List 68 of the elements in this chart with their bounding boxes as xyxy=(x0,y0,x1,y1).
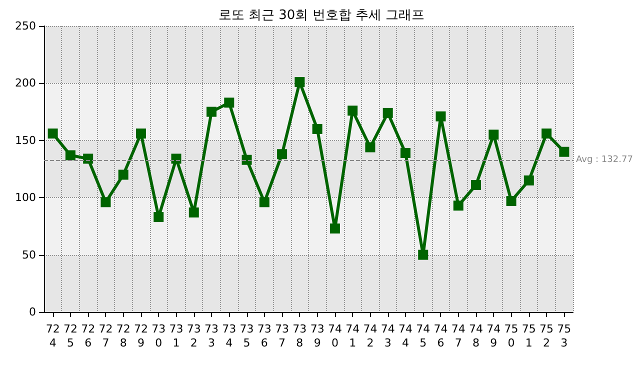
point xyxy=(453,200,464,211)
x-tick-label: 752 xyxy=(540,322,554,350)
x-tick-label: 746 xyxy=(434,322,448,350)
point xyxy=(259,197,270,208)
point xyxy=(206,106,217,117)
point xyxy=(559,146,570,157)
point xyxy=(171,154,182,164)
x-tick-label: 747 xyxy=(451,322,466,350)
point xyxy=(65,150,76,160)
x-tick-label: 736 xyxy=(257,322,272,350)
x-tick-label: 727 xyxy=(98,322,113,350)
x-tick-label: 745 xyxy=(416,322,430,350)
x-tick-label: 749 xyxy=(486,322,501,350)
point xyxy=(330,223,340,234)
point xyxy=(382,108,393,118)
point xyxy=(224,98,234,108)
y-tick-label: 50 xyxy=(22,248,36,262)
x-tick-label: 735 xyxy=(240,322,254,350)
x-tick-label: 741 xyxy=(346,322,360,350)
x-tick-label: 725 xyxy=(63,322,78,350)
x-tick-label: 744 xyxy=(398,322,412,350)
x-tick-label: 739 xyxy=(310,322,324,350)
x-tick-label: 743 xyxy=(380,322,395,350)
x-tick-label: 731 xyxy=(169,322,184,350)
point xyxy=(294,77,305,88)
point xyxy=(400,148,410,158)
x-tick-label: 726 xyxy=(81,322,96,350)
x-tick-label: 732 xyxy=(186,322,201,350)
point xyxy=(118,170,128,180)
x-tick-label: 750 xyxy=(504,322,518,350)
point xyxy=(48,128,58,139)
y-tick-label: 0 xyxy=(29,306,36,318)
x-tick-label: 753 xyxy=(557,322,572,350)
y-tick-label: 100 xyxy=(15,191,36,204)
point xyxy=(436,111,446,122)
x-tick-label: 740 xyxy=(328,322,342,350)
point xyxy=(242,154,252,165)
point xyxy=(524,175,534,186)
point xyxy=(154,212,164,222)
y-tick-label: 200 xyxy=(15,76,36,90)
x-tick-label: 738 xyxy=(292,322,307,350)
y-tick-label: 150 xyxy=(15,134,36,147)
x-tick-label: 737 xyxy=(275,322,290,350)
point xyxy=(136,128,146,139)
x-tick-label: 751 xyxy=(522,322,536,350)
point xyxy=(506,196,516,206)
chart-title: 로또 최근 30회 번호합 추세 그래프 xyxy=(218,8,425,23)
point xyxy=(365,142,376,152)
point xyxy=(542,128,552,139)
x-tick-label: 730 xyxy=(152,322,166,350)
x-tick-label: 729 xyxy=(134,322,148,350)
x-tick-label: 748 xyxy=(469,322,484,350)
point xyxy=(83,154,94,164)
x-tick-label: 733 xyxy=(204,322,219,350)
point xyxy=(188,207,199,218)
point xyxy=(312,124,322,134)
x-tick-label: 724 xyxy=(46,322,60,350)
point xyxy=(277,149,288,160)
point xyxy=(488,130,499,140)
x-tick-label: 734 xyxy=(222,322,236,350)
point xyxy=(348,106,358,116)
x-tick-label: 742 xyxy=(363,322,378,350)
x-tick-label: 728 xyxy=(116,322,130,350)
y-tick-label: 250 xyxy=(15,20,36,32)
point xyxy=(471,180,482,190)
ref-line-label: Avg : 132.77 xyxy=(576,155,633,166)
point xyxy=(100,197,111,208)
point xyxy=(418,250,428,260)
